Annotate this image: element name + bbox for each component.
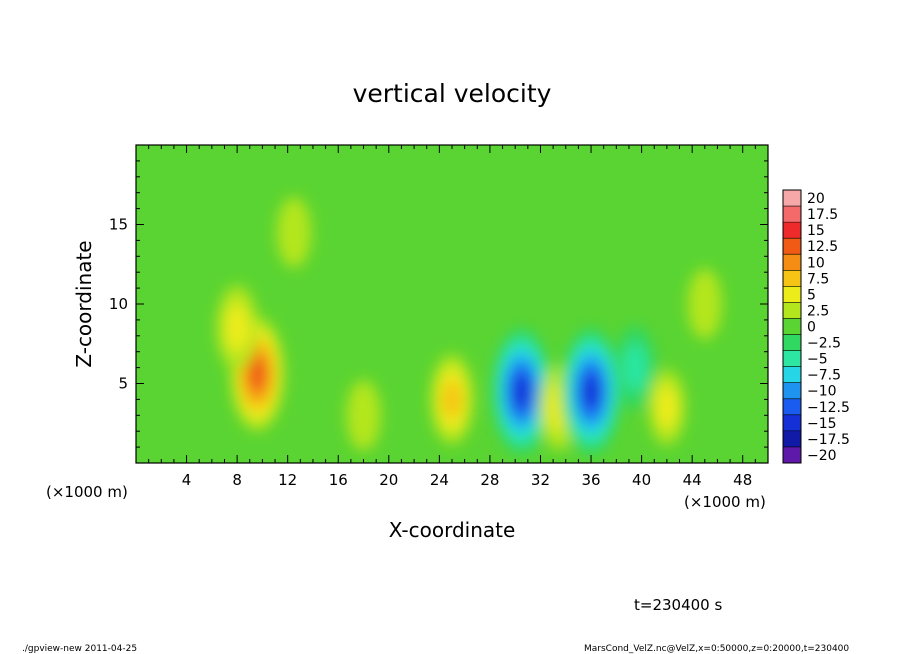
colorbar-label: −17.5 <box>807 432 850 448</box>
heatmap-cell <box>248 357 266 391</box>
x-tick-label: 24 <box>430 471 449 489</box>
colorbar-label: −2.5 <box>807 336 841 352</box>
colorbar-label: 10 <box>807 255 825 271</box>
colorbar-swatch <box>783 446 801 464</box>
x-unit-right: (×1000 m) <box>684 493 766 511</box>
colorbar-label: −5 <box>807 352 828 368</box>
colorbar-swatch <box>783 302 801 319</box>
x-tick-label: 8 <box>232 471 242 489</box>
heatmap-cell <box>276 197 312 268</box>
x-tick-label: 40 <box>632 471 651 489</box>
y-tick-label: 10 <box>109 295 128 313</box>
footer-left: ./gpview-new 2011-04-25 <box>22 644 137 654</box>
colorbar-label: 5 <box>807 287 816 303</box>
x-tick-label: 36 <box>581 471 600 489</box>
heatmap-cell <box>582 375 600 408</box>
x-unit-left: (×1000 m) <box>46 483 128 501</box>
heatmap-cell <box>687 268 722 340</box>
colorbar-swatch <box>783 206 801 223</box>
time-label: t=230400 s <box>634 596 722 614</box>
footer-right: MarsCond_VelZ.nc@VelZ,x=0:50000,z=0:2000… <box>584 644 849 654</box>
colorbar-swatch <box>783 222 801 239</box>
colorbar-swatch <box>783 286 801 303</box>
colorbar: 2017.51512.5107.552.50−2.5−5−7.5−10−12.5… <box>782 189 850 464</box>
heatmap-cell <box>224 303 250 353</box>
colorbar-label: −7.5 <box>807 368 841 384</box>
colorbar-label: −20 <box>807 448 837 464</box>
y-tick-label: 5 <box>118 375 128 393</box>
colorbar-swatch <box>783 366 801 384</box>
heatmap-cell <box>655 385 679 430</box>
colorbar-label: 2.5 <box>807 303 829 319</box>
colorbar-swatch <box>783 238 801 255</box>
x-tick-label: 48 <box>733 471 752 489</box>
colorbar-swatch <box>783 254 801 271</box>
heatmap-cell <box>442 380 462 419</box>
heatmap-cell <box>513 375 530 408</box>
colorbar-swatch <box>783 414 801 432</box>
colorbar-label: 12.5 <box>807 239 838 255</box>
y-tick-label: 15 <box>109 216 128 234</box>
colorbar-label: −12.5 <box>807 400 850 416</box>
colorbar-swatch <box>783 190 801 207</box>
x-tick-label: 44 <box>683 471 702 489</box>
x-axis-title: X-coordinate <box>389 518 516 542</box>
chart-title: vertical velocity <box>353 79 552 108</box>
colorbar-label: −10 <box>807 384 837 400</box>
x-tick-label: 12 <box>278 471 297 489</box>
colorbar-label: −15 <box>807 416 837 432</box>
colorbar-swatch <box>783 350 801 368</box>
heatmap-cell <box>346 380 381 451</box>
colorbar-label: 0 <box>807 320 816 336</box>
x-tick-label: 20 <box>379 471 398 489</box>
colorbar-label: 17.5 <box>807 207 838 223</box>
plot-area <box>135 144 769 464</box>
colorbar-label: 20 <box>807 191 825 207</box>
x-tick-label: 4 <box>182 471 192 489</box>
colorbar-swatch <box>783 430 801 448</box>
heatmap-cell <box>623 343 648 392</box>
colorbar-swatch <box>783 334 801 352</box>
x-tick-label: 32 <box>531 471 550 489</box>
colorbar-swatch <box>783 398 801 416</box>
y-axis-title: Z-coordinate <box>72 240 96 367</box>
colorbar-label: 7.5 <box>807 271 829 287</box>
colorbar-swatch <box>783 270 801 287</box>
x-tick-label: 28 <box>480 471 499 489</box>
colorbar-label: 15 <box>807 223 825 239</box>
x-tick-label: 16 <box>329 471 348 489</box>
colorbar-swatch <box>783 318 801 336</box>
colorbar-swatch <box>783 382 801 400</box>
